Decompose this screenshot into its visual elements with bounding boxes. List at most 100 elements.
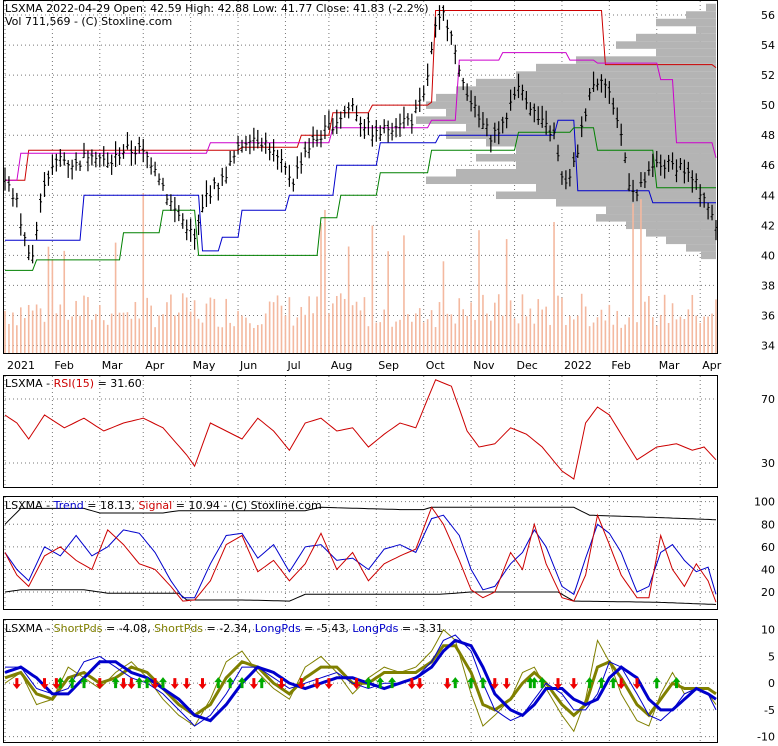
longpds-1-value: = -5.43, (301, 622, 353, 635)
volume-bar (375, 322, 378, 353)
volume-bar (458, 298, 461, 353)
volume-bar (434, 327, 437, 353)
volume-bar (478, 230, 480, 353)
y-tick-label: 100 (754, 496, 775, 509)
sell-arrow-icon (443, 678, 452, 690)
volume-bar (233, 326, 235, 353)
volume-bar (292, 325, 295, 353)
volume-bar (67, 319, 69, 353)
volume-bar (545, 306, 547, 353)
volume-bar (110, 313, 113, 353)
volume-bar (367, 326, 370, 353)
volume-bar (363, 297, 366, 353)
volume-bar (181, 293, 184, 353)
volume-bar (667, 322, 670, 353)
volume-bar (300, 306, 303, 353)
volume-bar (162, 314, 164, 353)
volume-profile-bar (536, 184, 716, 192)
volume-bar (221, 327, 224, 353)
sell-arrow-icon (277, 678, 286, 690)
y-tick-label: 44 (761, 189, 775, 202)
longpds-1-line (5, 634, 717, 727)
buy-arrow-icon (467, 677, 476, 689)
volume-bar (517, 323, 520, 353)
volume-bar (106, 324, 109, 353)
volume-profile-bar (456, 168, 716, 177)
rsi-name: RSI(15) (54, 377, 94, 390)
volume-bar (490, 320, 492, 353)
volume-profile-bar (486, 138, 716, 147)
volume-header: Vol 711,569 - (C) Stoxline.com (5, 15, 172, 28)
volume-bar (482, 294, 484, 353)
volume-profile-bar (436, 93, 716, 102)
volume-bar (320, 223, 322, 353)
sell-arrow-icon (182, 678, 191, 690)
volume-bar (509, 300, 512, 353)
price-panel-frame (3, 0, 718, 354)
sell-arrow-icon (170, 678, 179, 690)
volume-bar (648, 296, 650, 353)
volume-bar (501, 315, 504, 353)
volume-profile-bar (616, 41, 716, 49)
volume-bar (695, 315, 698, 353)
volume-bar (51, 259, 54, 353)
volume-bar (561, 297, 563, 353)
volume-bar (324, 209, 326, 353)
y-tick-label: 60 (761, 541, 775, 554)
sell-arrow-icon (12, 678, 21, 690)
volume-profile-bar (496, 191, 716, 200)
volume-bar (150, 305, 152, 353)
volume-bar (39, 308, 42, 353)
volume-bar (23, 318, 26, 353)
volume-bar (411, 321, 413, 353)
volume-bar (454, 323, 457, 353)
volume-bar (505, 239, 508, 353)
rsi-series (4, 379, 717, 480)
volume-bar (260, 324, 263, 353)
buy-arrow-icon (135, 677, 144, 689)
volume-bar (446, 313, 449, 353)
volume-bar (79, 315, 81, 353)
volume-profile-bar (516, 161, 716, 169)
volume-profile-bar (446, 131, 716, 139)
y-tick-label: 40 (761, 249, 775, 262)
volume-bar (12, 312, 14, 353)
buy-arrow-icon (238, 677, 246, 689)
volume-profile-bar (596, 214, 716, 222)
pds-panel-frame (3, 619, 718, 743)
volume-bar (462, 309, 464, 353)
sell-arrow-icon (502, 678, 511, 690)
buy-arrow-icon (597, 677, 606, 689)
macd-prefix: LSXMA - (5, 499, 54, 512)
sell-arrow-icon (297, 678, 306, 690)
volume-bar (608, 304, 611, 353)
volume-profile-bar (516, 71, 716, 79)
rsi-prefix: LSXMA - (5, 377, 54, 390)
volume-bar (174, 315, 176, 353)
y-tick-label: 0 (768, 677, 775, 690)
volume-profile-bar (656, 48, 716, 57)
sell-arrow-icon (324, 678, 333, 690)
volume-profile-bar (696, 26, 716, 34)
x-tick-label: Jul (286, 359, 300, 372)
y-tick-label: -10 (757, 731, 775, 744)
volume-bar (63, 250, 66, 353)
volume-bar (636, 322, 638, 353)
buy-arrow-icon (214, 677, 223, 689)
volume-bar (276, 295, 279, 353)
volume-bar (711, 313, 713, 353)
volume-bar (328, 313, 330, 353)
volume-bar (83, 295, 85, 353)
volume-bar (296, 317, 299, 353)
volume-bar (359, 310, 362, 353)
volume-bar (16, 325, 18, 353)
volume-bar (655, 325, 658, 353)
volume-bar (20, 307, 22, 353)
macd-lower-line (4, 589, 717, 605)
y-tick-label: 80 (761, 518, 775, 531)
volume-bar (588, 326, 591, 353)
sell-arrow-icon (119, 678, 128, 690)
sell-arrow-icon (40, 678, 49, 690)
volume-bar (185, 297, 188, 353)
volume-bar (403, 235, 405, 353)
